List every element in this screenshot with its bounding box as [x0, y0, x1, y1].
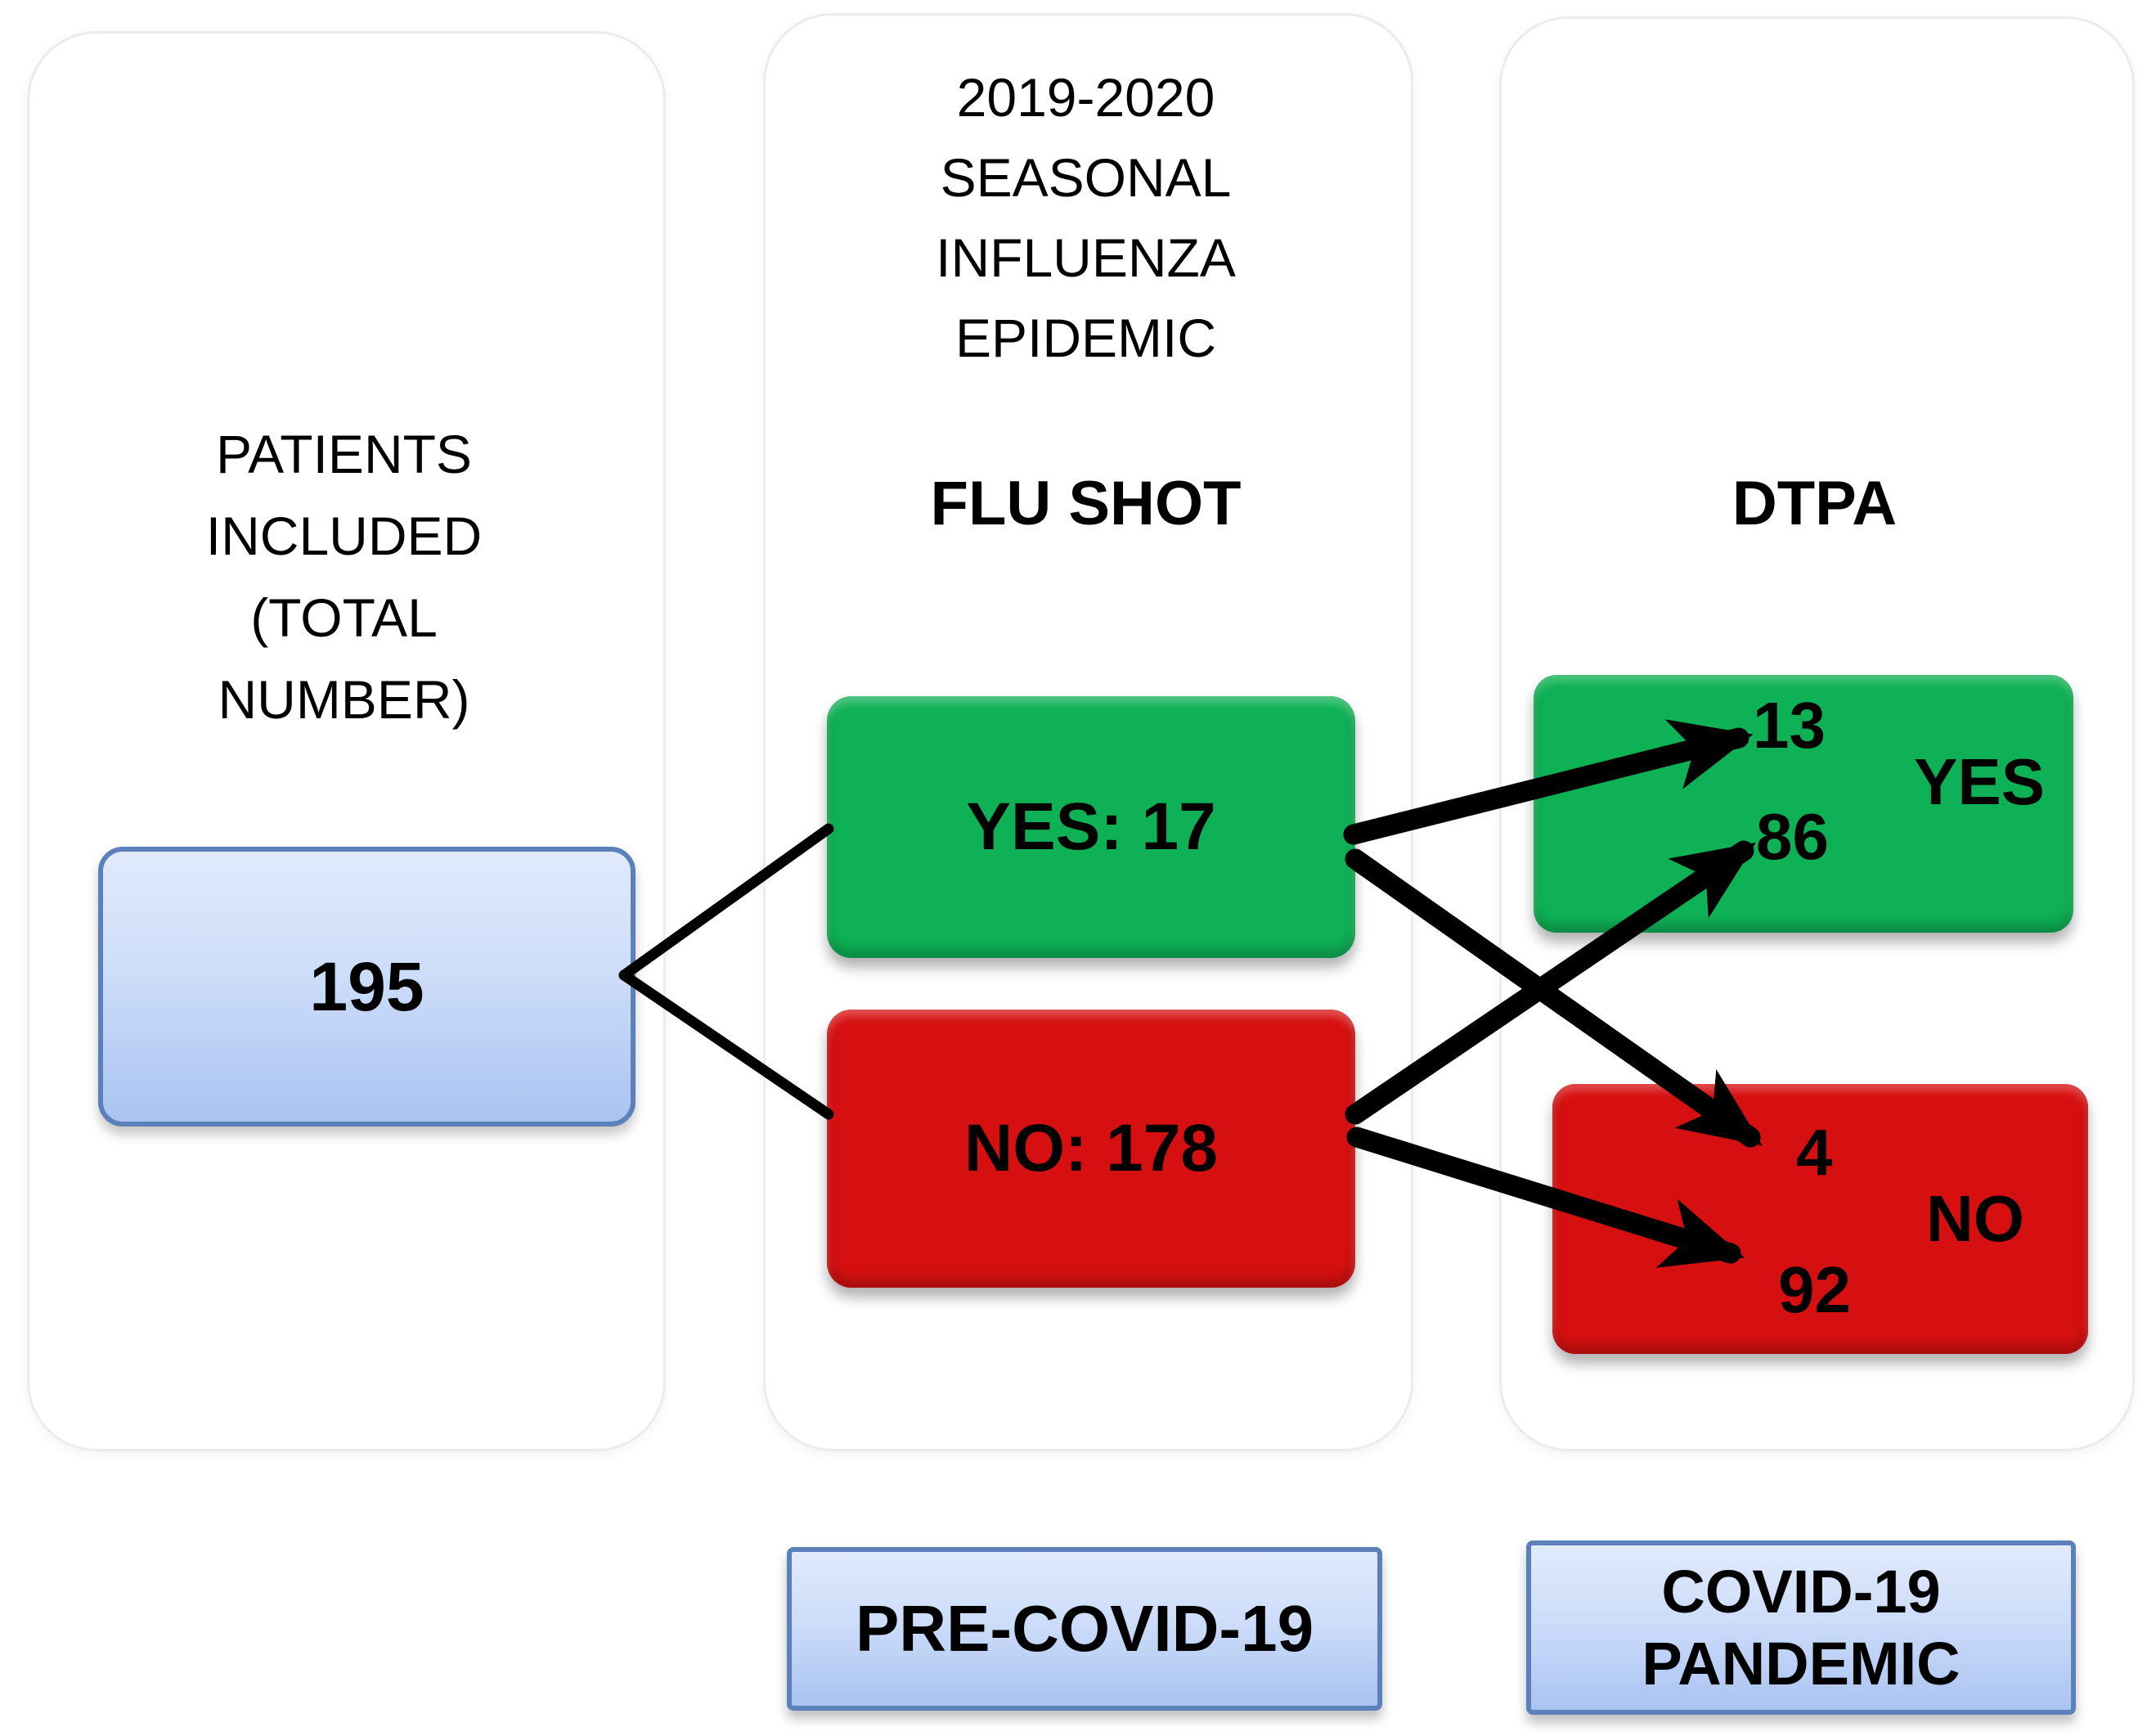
panel-patients — [27, 31, 666, 1451]
covid-pandemic-label: COVID-19 PANDEMIC — [1642, 1557, 1961, 1698]
dtpa-yes-label: YES — [1914, 745, 2046, 818]
total-patients-value: 195 — [309, 947, 424, 1025]
flu-shot-no-box: NO: 178 — [827, 1010, 1355, 1288]
dtpa-no-box: 4 92 NO — [1552, 1084, 2088, 1354]
influenza-epidemic-header: 2019-2020 SEASONAL INFLUENZA EPIDEMIC — [936, 67, 1236, 368]
dtpa-no-from-flu-no-count: 92 — [1778, 1253, 1851, 1326]
dtpa-no-from-flu-yes-count: 4 — [1796, 1116, 1833, 1189]
flu-shot-yes-box: YES: 17 — [827, 696, 1355, 958]
flu-shot-title: FLU SHOT — [930, 469, 1242, 538]
dtpa-no-label: NO — [1926, 1182, 2024, 1255]
dtpa-title: DTPA — [1732, 469, 1898, 538]
pre-covid-label: PRE-COVID-19 — [855, 1592, 1314, 1665]
patients-included-title: PATIENTS INCLUDED (TOTAL NUMBER) — [205, 424, 483, 730]
covid-pandemic-label-box: COVID-19 PANDEMIC — [1526, 1540, 2076, 1715]
flu-shot-no-label: NO: 178 — [964, 1111, 1218, 1185]
dtpa-yes-from-flu-yes-count: 13 — [1753, 689, 1826, 762]
dtpa-yes-from-flu-no-count: 86 — [1756, 800, 1829, 873]
pre-covid-label-box: PRE-COVID-19 — [787, 1547, 1382, 1711]
total-patients-box: 195 — [98, 847, 636, 1127]
dtpa-yes-box: 13 86 YES — [1534, 675, 2073, 933]
flu-shot-yes-label: YES: 17 — [966, 789, 1216, 864]
